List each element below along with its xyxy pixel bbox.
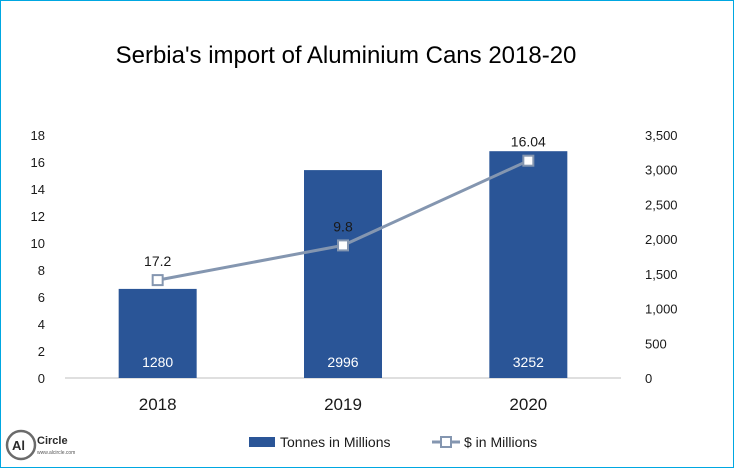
y-right-tick-label: 3,000 xyxy=(645,163,678,178)
bars-layer xyxy=(118,151,568,378)
alcircle-logo: Al Circle www.alcircle.com xyxy=(5,429,75,461)
bar-data-label: 2996 xyxy=(327,354,358,370)
y-right-tick-label: 2,500 xyxy=(645,197,678,212)
legend-swatch-bar xyxy=(249,437,275,447)
line-point xyxy=(522,154,535,167)
logo-mark: Al xyxy=(12,438,25,453)
labels-layer: 1280 2996 3252 17.2 9.8 16.04 xyxy=(142,134,546,370)
line-point xyxy=(337,239,349,252)
bar-data-label: 3252 xyxy=(513,354,544,370)
x-tick-label: 2020 xyxy=(509,395,547,414)
y-left-tick-label: 8 xyxy=(38,263,45,278)
y-left-tick-label: 18 xyxy=(31,128,45,143)
y-right-tick-label: 2,000 xyxy=(645,232,678,247)
bar xyxy=(489,151,568,378)
y-left-tick-label: 16 xyxy=(31,155,45,170)
logo-circle-icon xyxy=(5,429,37,461)
x-tick-label: 2018 xyxy=(139,395,177,414)
y-left-tick-label: 6 xyxy=(38,290,45,305)
y-right-tick-label: 1,500 xyxy=(645,267,678,282)
y-right-tick-label: 500 xyxy=(645,336,667,351)
y-left-tick-label: 2 xyxy=(38,344,45,359)
legend: Tonnes in Millions $ in Millions xyxy=(249,434,537,450)
y-right-tick-label: 0 xyxy=(645,371,652,386)
line-point xyxy=(151,274,164,287)
y-left-tick-label: 12 xyxy=(31,209,45,224)
chart-title: Serbia's import of Aluminium Cans 2018-2… xyxy=(116,42,577,69)
axes-layer: 0 2 4 6 8 10 12 14 16 18 0 500 1,000 1,500 2,000 2,500 3… xyxy=(31,128,678,414)
x-tick-label: 2019 xyxy=(324,395,362,414)
legend-swatch-marker xyxy=(440,436,452,448)
y-left-tick-label: 0 xyxy=(38,371,45,386)
line-data-label: 16.04 xyxy=(511,134,546,150)
y-left-tick-label: 14 xyxy=(31,182,45,197)
bar xyxy=(304,170,382,378)
y-right-tick-label: 3,500 xyxy=(645,128,678,143)
legend-label-line: $ in Millions xyxy=(464,434,537,450)
line-layer xyxy=(151,154,535,287)
y-right-tick-label: 1,000 xyxy=(645,302,678,317)
line-data-label: 17.2 xyxy=(144,253,171,269)
bar xyxy=(118,288,197,378)
y-left-tick-label: 10 xyxy=(31,236,45,251)
legend-label-bar: Tonnes in Millions xyxy=(280,434,391,450)
line-data-label: 9.8 xyxy=(333,218,353,234)
logo-sub: www.alcircle.com xyxy=(37,450,75,456)
logo-word: Circle xyxy=(37,435,68,447)
y-left-tick-label: 4 xyxy=(38,317,45,332)
bar-data-label: 1280 xyxy=(142,354,173,370)
